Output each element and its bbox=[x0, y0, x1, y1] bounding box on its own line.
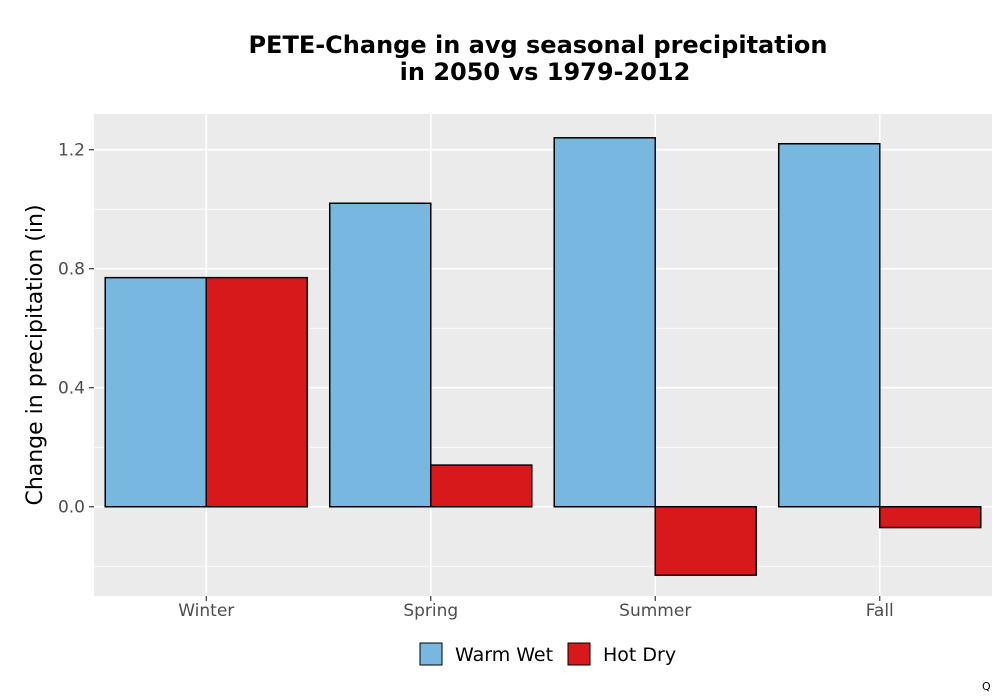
bar-warm-wet-fall bbox=[777, 143, 881, 508]
y-tick-label: 1.2 bbox=[58, 141, 85, 161]
y-tick-label: 0.0 bbox=[58, 498, 85, 518]
bar-hot-dry-fall bbox=[879, 505, 982, 529]
chart-title-line-2: in 2050 vs 1979-2012 bbox=[400, 58, 691, 86]
y-tick-label: 0.8 bbox=[58, 260, 85, 280]
bar-hot-dry-winter bbox=[205, 276, 309, 508]
x-tick-label: Winter bbox=[178, 601, 234, 621]
x-tick-label: Spring bbox=[403, 601, 458, 621]
legend-label-hot-dry: Hot Dry bbox=[603, 644, 676, 666]
x-axis: Winter Spring Summer Fall bbox=[178, 596, 894, 621]
legend-swatch-warm-wet bbox=[419, 642, 443, 666]
legend-label-warm-wet: Warm Wet bbox=[455, 644, 553, 666]
bar-warm-wet-summer bbox=[553, 137, 656, 508]
y-axis-title: Change in precipitation (in) bbox=[23, 204, 48, 505]
x-tick-label: Fall bbox=[866, 601, 894, 621]
bar-warm-wet-spring bbox=[328, 202, 432, 508]
bars bbox=[104, 137, 982, 576]
bar-warm-wet-winter bbox=[104, 276, 207, 508]
legend-swatch-hot-dry bbox=[567, 642, 591, 666]
legend: Warm Wet Hot Dry bbox=[419, 642, 676, 666]
bar-hot-dry-summer bbox=[654, 505, 758, 576]
bar-hot-dry-spring bbox=[430, 464, 533, 508]
corner-mark: Q bbox=[982, 680, 991, 693]
y-axis: 0.0 0.4 0.8 1.2 bbox=[58, 141, 94, 518]
chart-title-line-1: PETE-Change in avg seasonal precipitatio… bbox=[248, 31, 827, 59]
x-tick-label: Summer bbox=[619, 601, 691, 621]
y-tick-label: 0.4 bbox=[58, 379, 85, 399]
